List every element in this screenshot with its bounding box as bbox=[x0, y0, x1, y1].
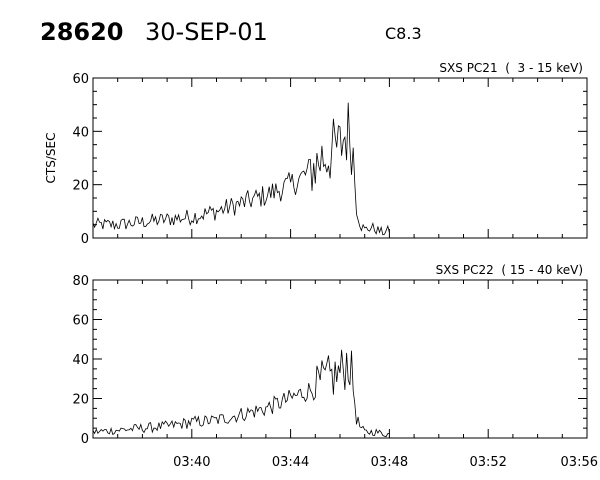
panel-title: SXS PC21 ( 3 - 15 keV) bbox=[439, 61, 583, 75]
y-tick-label: 40 bbox=[72, 353, 89, 368]
panel-pc22: SXS PC22 ( 15 - 40 keV) 0 20 40 60 80 03:40 03:… bbox=[72, 263, 598, 470]
x-tick-label: 03:56 bbox=[561, 455, 598, 470]
y-tick-label: 20 bbox=[72, 179, 89, 194]
series-line-0 bbox=[92, 102, 390, 236]
y-tick-label: 20 bbox=[72, 393, 89, 408]
y-tick-label: 0 bbox=[81, 232, 89, 247]
event-date: 30-SEP-01 bbox=[145, 18, 268, 46]
series-line-0 bbox=[92, 349, 390, 438]
plot-frame bbox=[92, 279, 588, 439]
x-tick-label: 03:52 bbox=[469, 455, 506, 470]
panel-title: SXS PC22 ( 15 - 40 keV) bbox=[436, 263, 583, 277]
y-tick-label: 80 bbox=[72, 274, 89, 289]
y-tick-label: 60 bbox=[72, 72, 89, 87]
y-tick-label: 40 bbox=[72, 125, 89, 140]
x-tick-label: 03:44 bbox=[272, 455, 309, 470]
x-tick-label: 03:48 bbox=[371, 455, 408, 470]
y-tick-label: 0 bbox=[81, 432, 89, 447]
y-tick-label: 60 bbox=[72, 314, 89, 329]
event-id: 28620 bbox=[40, 18, 124, 46]
flare-class: C8.3 bbox=[385, 24, 422, 43]
panel-pc21: SXS PC21 ( 3 - 15 keV) CTS/SEC 0 20 40 60 bbox=[44, 61, 588, 247]
x-tick-label: 03:40 bbox=[173, 455, 210, 470]
y-axis-label: CTS/SEC bbox=[44, 133, 58, 184]
